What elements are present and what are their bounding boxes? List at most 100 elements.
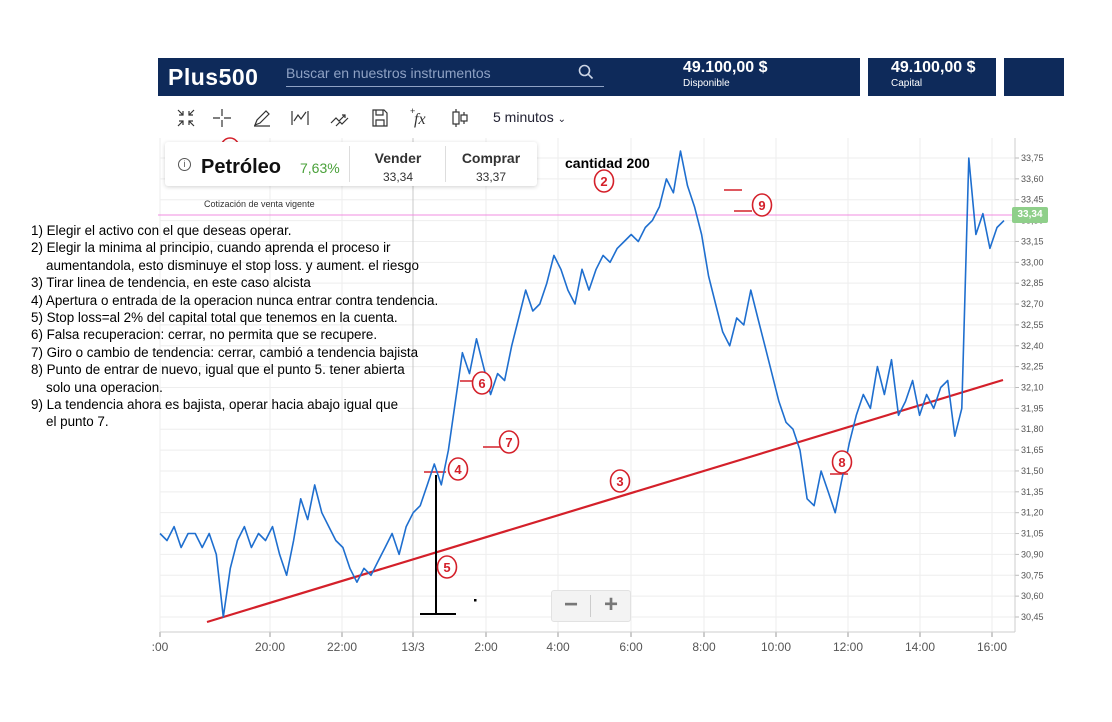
y-tick-label: 31,50 [1021, 466, 1044, 476]
y-tick-label: 32,55 [1021, 320, 1044, 330]
candlestick-icon[interactable] [448, 106, 472, 130]
annotation-marker-2: 2 [593, 169, 615, 193]
marker-label: 9 [758, 198, 765, 213]
svg-text:+: + [410, 106, 415, 116]
plus500-logo[interactable]: Plus500 [168, 64, 259, 90]
buy-label: Comprar [461, 150, 521, 166]
interval-label: 5 minutos [493, 109, 554, 125]
y-tick-label: 32,70 [1021, 299, 1044, 309]
chevron-down-icon: ⌄ [557, 114, 566, 125]
y-tick-label: 31,65 [1021, 445, 1044, 455]
topbar-extension [1004, 58, 1064, 96]
y-tick-label: 33,75 [1021, 153, 1044, 163]
current-price-tag: 33,34 [1012, 207, 1048, 223]
annotation-marker-3: 3 [609, 469, 631, 493]
zoom-out-button[interactable]: − [563, 591, 578, 618]
zoom-in-button[interactable]: + [603, 591, 618, 618]
marker-label: 4 [454, 462, 462, 477]
capital-panel: 49.100,00 $ Capital [868, 58, 996, 96]
svg-text:fx: fx [414, 111, 426, 128]
zoom-control: − + [551, 590, 631, 622]
quantity-annotation: cantidad 200 [565, 155, 650, 171]
y-tick-label: 31,95 [1021, 403, 1044, 413]
pencil-icon[interactable] [250, 106, 274, 130]
x-tick-label: 6:00 [619, 640, 643, 654]
available-balance: 49.100,00 $ Disponible [683, 59, 768, 89]
sell-label: Vender [374, 150, 422, 166]
y-tick-label: 30,90 [1021, 549, 1044, 559]
marker-circle [593, 169, 615, 193]
y-tick-label: 33,45 [1021, 195, 1044, 205]
note-line: 2) Elegir la minima al principio, cuando… [31, 240, 391, 256]
note-line: 4) Apertura o entrada de la operacion nu… [31, 292, 439, 308]
marker-label: 2 [600, 174, 607, 189]
save-icon[interactable] [368, 106, 392, 130]
capital-balance: 49.100,00 $ Capital [891, 59, 976, 89]
collapse-icon[interactable] [174, 106, 198, 130]
y-tick-label: 32,10 [1021, 383, 1044, 393]
y-tick-label: 33,00 [1021, 257, 1044, 267]
capital-label: Capital [891, 78, 923, 89]
indicator-icon[interactable] [288, 106, 312, 130]
sell-price: 33,34 [382, 170, 414, 184]
x-tick-label: 12:00 [833, 640, 863, 654]
marker-label: 5 [443, 560, 450, 575]
marker-circle [498, 430, 520, 454]
marker-circle [609, 469, 631, 493]
interval-dropdown[interactable]: 5 minutos ⌄ [493, 109, 566, 125]
y-tick-label: 33,15 [1021, 236, 1044, 246]
x-tick-label: 4:00 [546, 640, 570, 654]
marker-label: 3 [616, 474, 623, 489]
available-label: Disponible [683, 78, 730, 89]
marker-circle [831, 450, 853, 474]
sell-button[interactable]: Vender 33,34 [355, 150, 441, 184]
note-line: solo una operacion. [46, 379, 163, 395]
x-tick-label: 14:00 [905, 640, 935, 654]
divider [349, 146, 350, 182]
annotation-marker-5: 5 [436, 555, 458, 579]
note-line: 6) Falsa recuperacion: cerrar, no permit… [31, 327, 378, 343]
note-line: aumentandola, esto disminuye el stop los… [46, 257, 419, 273]
buy-button[interactable]: Comprar 33,37 [448, 150, 534, 184]
x-tick-label: 2:00 [474, 640, 498, 654]
marker-label: 6 [478, 376, 485, 391]
x-tick-label: :00 [152, 640, 169, 654]
x-tick-label: 8:00 [692, 640, 716, 654]
annotation-marker-9: 9 [751, 193, 773, 217]
marker-label: 7 [505, 435, 512, 450]
crosshair-icon[interactable] [210, 106, 234, 130]
y-tick-label: 31,35 [1021, 487, 1044, 497]
marker-circle [751, 193, 773, 217]
x-axis: :00 20:00 22:00 13/3 2:00 4:00 6:00 8:00 10:00 12… [152, 631, 1015, 654]
search-placeholder: Buscar en nuestros instrumentos [286, 65, 491, 81]
x-tick-label: 20:00 [255, 640, 285, 654]
annotation-marker-6: 6 [471, 371, 493, 395]
available-amount: 49.100,00 $ [683, 59, 768, 76]
marker-circle [447, 457, 469, 481]
note-line: 1) Elegir el activo con el que deseas op… [31, 223, 292, 238]
function-icon[interactable]: fx + [408, 106, 432, 130]
y-tick-label: 30,75 [1021, 570, 1044, 580]
marker-label: 8 [838, 455, 845, 470]
search-input[interactable]: Buscar en nuestros instrumentos [286, 62, 604, 87]
marker-circle [471, 371, 493, 395]
instrument-name[interactable]: Petróleo [201, 156, 282, 178]
y-tick-label: 30,45 [1021, 612, 1044, 622]
top-bar: Plus500 Buscar en nuestros instrumentos … [158, 58, 860, 96]
search-icon[interactable] [578, 64, 594, 85]
y-tick-label: 30,60 [1021, 591, 1044, 601]
instructions-text: 1) Elegir el activo con el que deseas op… [31, 222, 491, 431]
chart-toolbar: fx + 5 minutos ⌄ [158, 100, 1064, 136]
y-tick-label: 32,40 [1021, 341, 1044, 351]
instrument-card: i Petróleo 7,63% Vender 33,34 Comprar 33… [165, 142, 537, 186]
y-tick-label: 33,60 [1021, 174, 1044, 184]
buy-price: 33,37 [475, 170, 507, 184]
x-tick-label: 10:00 [761, 640, 791, 654]
price-series [159, 150, 1005, 618]
price-line [159, 150, 1005, 618]
x-tick-label: 16:00 [977, 640, 1007, 654]
trend-icon[interactable] [328, 106, 352, 130]
dot-marker [474, 599, 477, 602]
info-icon[interactable]: i [178, 158, 191, 171]
